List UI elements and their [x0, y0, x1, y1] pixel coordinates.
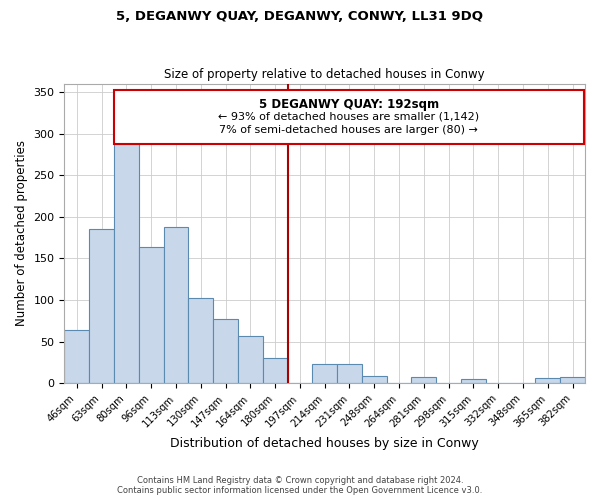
Bar — [337, 364, 362, 384]
Bar — [139, 247, 164, 384]
Bar — [114, 140, 139, 384]
Bar — [263, 358, 287, 384]
Bar — [535, 378, 560, 384]
Bar — [313, 364, 337, 384]
Bar — [188, 298, 213, 384]
Bar — [164, 227, 188, 384]
X-axis label: Distribution of detached houses by size in Conwy: Distribution of detached houses by size … — [170, 437, 479, 450]
Bar — [238, 336, 263, 384]
Bar — [64, 330, 89, 384]
Bar — [213, 319, 238, 384]
Bar — [89, 230, 114, 384]
Text: ← 93% of detached houses are smaller (1,142): ← 93% of detached houses are smaller (1,… — [218, 112, 479, 122]
Y-axis label: Number of detached properties: Number of detached properties — [15, 140, 28, 326]
Text: 5, DEGANWY QUAY, DEGANWY, CONWY, LL31 9DQ: 5, DEGANWY QUAY, DEGANWY, CONWY, LL31 9D… — [116, 10, 484, 23]
Text: Contains HM Land Registry data © Crown copyright and database right 2024.
Contai: Contains HM Land Registry data © Crown c… — [118, 476, 482, 495]
Bar — [362, 376, 386, 384]
Text: 7% of semi-detached houses are larger (80) →: 7% of semi-detached houses are larger (8… — [220, 125, 478, 135]
Text: 5 DEGANWY QUAY: 192sqm: 5 DEGANWY QUAY: 192sqm — [259, 98, 439, 110]
Bar — [461, 379, 486, 384]
Bar — [412, 376, 436, 384]
Title: Size of property relative to detached houses in Conwy: Size of property relative to detached ho… — [164, 68, 485, 81]
Bar — [560, 378, 585, 384]
FancyBboxPatch shape — [114, 90, 584, 144]
